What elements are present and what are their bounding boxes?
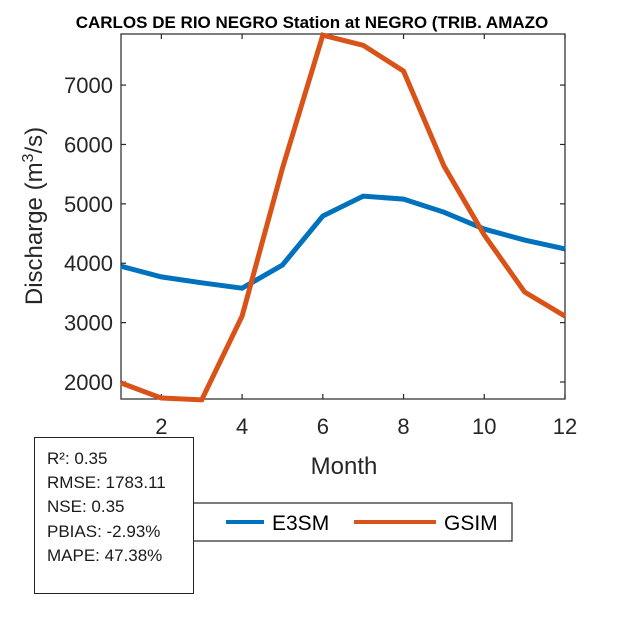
x-axis-label: Month — [311, 453, 378, 480]
y-tick-label: 3000 — [64, 311, 113, 336]
y-label-prefix: Discharge (m — [21, 162, 48, 305]
y-tick-label: 6000 — [64, 132, 113, 157]
stat-mape: MAPE: 47.38% — [47, 545, 163, 565]
x-tick-label: 2 — [155, 414, 167, 439]
x-tick-label: 10 — [472, 414, 496, 439]
legend: E3SM GSIM — [175, 502, 513, 542]
x-tick-label: 12 — [553, 414, 577, 439]
stat-nse: NSE: 0.35 — [47, 497, 125, 517]
series-line-gsim — [120, 32, 567, 403]
y-label-superscript: 3 — [20, 153, 37, 162]
chart-title: CARLOS DE RIO NEGRO Station at NEGRO (TR… — [76, 13, 549, 32]
x-axis-ticks: 2 4 6 8 10 12 — [155, 34, 577, 439]
x-tick-label: 6 — [317, 414, 329, 439]
legend-label-gsim: GSIM — [444, 512, 498, 535]
y-label-suffix: /s) — [21, 127, 48, 154]
y-axis-label: Discharge (m3/s) — [20, 127, 48, 305]
y-tick-label: 7000 — [64, 73, 113, 98]
y-axis-ticks: 2000 3000 4000 5000 6000 7000 — [64, 73, 565, 395]
x-tick-label: 8 — [397, 414, 409, 439]
axes-box — [120, 33, 566, 400]
series-line-e3sm — [120, 193, 566, 291]
stat-r2: R²: 0.35 — [47, 449, 108, 468]
series-lines — [120, 32, 567, 403]
stats-box: R²: 0.35 RMSE: 1783.11 NSE: 0.35 PBIAS: … — [34, 437, 194, 594]
y-tick-label: 4000 — [64, 251, 113, 276]
legend-label-e3sm: E3SM — [272, 512, 329, 535]
stat-rmse: RMSE: 1783.11 — [47, 473, 166, 493]
y-tick-label: 2000 — [64, 370, 113, 395]
x-tick-label: 4 — [236, 414, 248, 439]
stat-pbias: PBIAS: -2.93% — [47, 521, 161, 541]
plot-area: 2 4 6 8 10 12 2000 3000 4000 5000 6000 7000 — [64, 32, 577, 439]
y-tick-label: 5000 — [64, 192, 113, 217]
